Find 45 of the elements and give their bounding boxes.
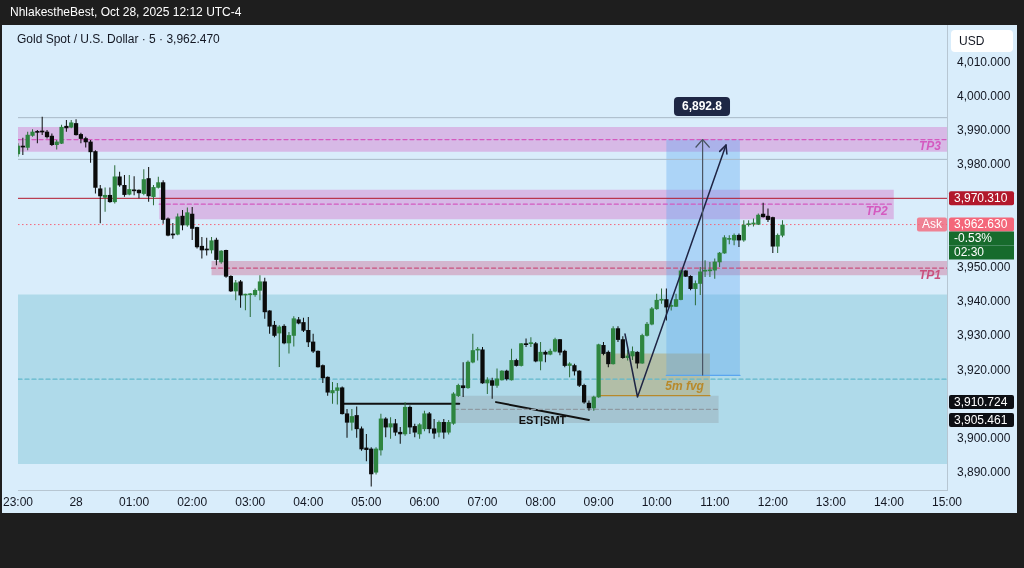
series-label: TP1: [918, 267, 942, 282]
y-tick-label: 3,930.000: [957, 328, 1011, 343]
y-tick-label: 4,000.000: [957, 89, 1011, 104]
x-tick-label: 07:00: [467, 494, 498, 509]
y-tick-label: 3,940.000: [957, 294, 1011, 309]
annotation: 6,892.8: [681, 99, 723, 114]
y-tick-label: 3,950.000: [957, 260, 1011, 275]
y-tick-label: 3,990.000: [957, 123, 1011, 138]
x-tick-label: 09:00: [583, 494, 614, 509]
y-axis-title: USD: [959, 33, 985, 48]
candlestick: [102, 187, 108, 212]
x-tick-label: 06:00: [409, 494, 440, 509]
ref-line-label: 3,970.310: [954, 191, 1008, 206]
series-label: 5m fvg: [665, 379, 705, 394]
x-tick-label: 01:00: [119, 494, 150, 509]
x-tick-label: 14:00: [873, 494, 905, 509]
x-tick-label: 15:00: [931, 494, 963, 509]
text: 02:30: [954, 245, 985, 260]
x-tick-label: 08:00: [525, 494, 556, 509]
x-tick-label: 05:00: [351, 494, 382, 509]
y-tick-label: 4,010.000: [957, 54, 1011, 69]
x-tick-label: 23:00: [2, 494, 34, 509]
y-tick-label: 3,980.000: [957, 157, 1011, 172]
x-tick-label: 12:00: [757, 494, 789, 509]
x-tick-label: 13:00: [815, 494, 847, 509]
text: 3,905.461: [954, 412, 1008, 427]
text: NhlakestheBest, Oct 28, 2025 12:12 UTC-4: [10, 5, 242, 20]
annotation: Ask: [922, 217, 943, 232]
x-tick-label: 10:00: [641, 494, 673, 509]
x-tick-label: 11:00: [700, 494, 730, 509]
x-tick-label: 04:00: [293, 494, 324, 509]
y-tick-label: 3,920.000: [957, 362, 1011, 377]
series-label: EST|SMT: [518, 414, 567, 427]
x-tick-label: 02:00: [177, 494, 208, 509]
series-label: TP2: [865, 203, 889, 218]
x-tick-label: 03:00: [235, 494, 266, 509]
y-tick-label: 3,890.000: [957, 465, 1011, 480]
ref-line-label: 3,962.630: [954, 217, 1008, 232]
y-tick-label: 3,900.000: [957, 431, 1011, 446]
series-label: TP3: [918, 139, 942, 154]
x-tick-label: 28: [69, 494, 84, 509]
candlestick: [461, 362, 466, 397]
text: Gold Spot / U.S. Dollar · 5 · 3,962.470: [17, 32, 221, 47]
text: -0.53%: [954, 231, 993, 246]
text: 3,910.724: [954, 394, 1008, 409]
